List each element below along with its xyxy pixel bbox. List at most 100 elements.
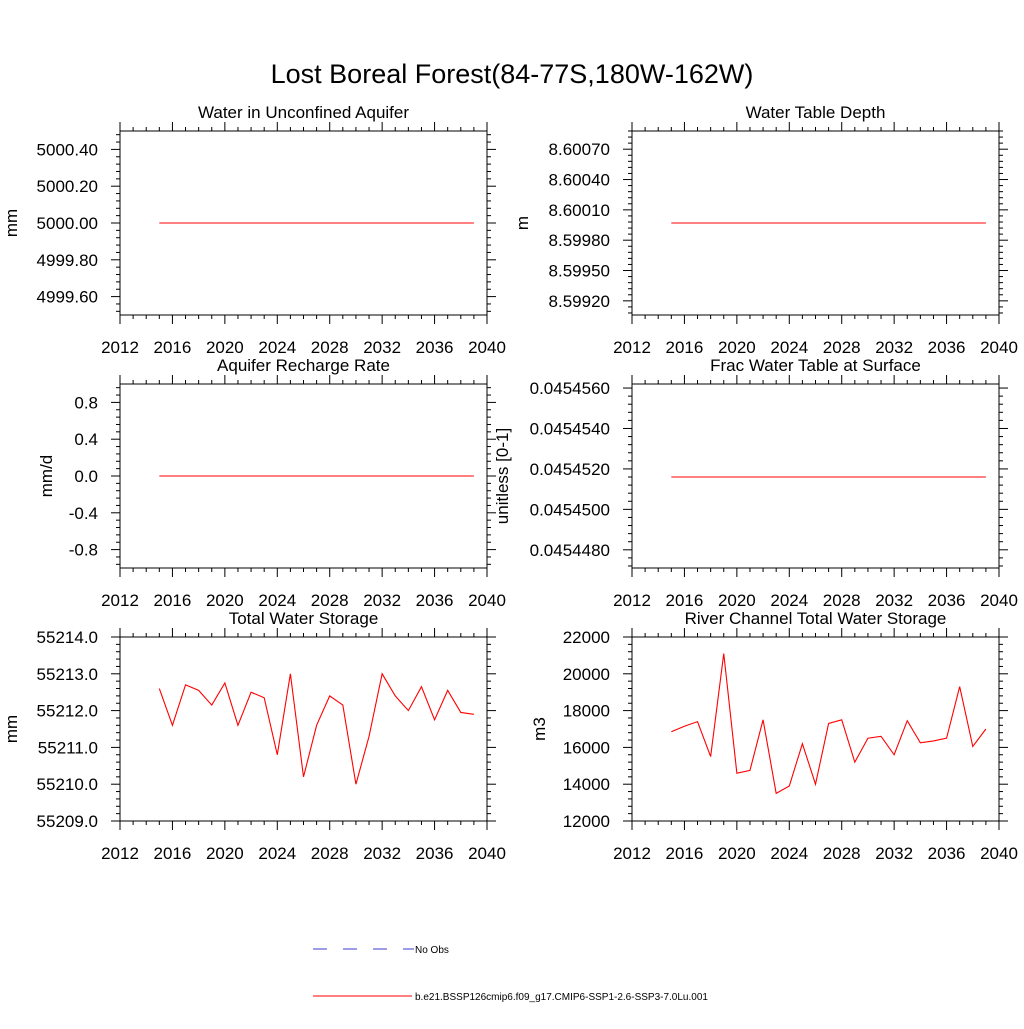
y-tick-label: 0.0454560 [530,379,610,398]
x-tick-label: 2032 [875,591,913,610]
x-tick-label: 2012 [613,591,651,610]
x-tick-label: 2036 [416,338,454,357]
x-tick-label: 2028 [823,338,861,357]
y-tick-label: 16000 [563,738,610,757]
y-tick-label: 5000.40 [37,140,98,159]
x-tick-label: 2020 [718,338,756,357]
y-axis-label: unitless [0-1] [493,428,512,524]
y-tick-label: -0.8 [69,541,98,560]
x-tick-label: 2028 [823,844,861,863]
y-tick-label: 0.4 [74,430,98,449]
x-tick-label: 2020 [206,591,244,610]
x-tick-label: 2028 [311,591,349,610]
x-tick-label: 2020 [206,338,244,357]
x-tick-label: 2036 [928,338,966,357]
x-tick-label: 2032 [363,338,401,357]
panel-4: Frac Water Table at Surface unitless [0-1… [493,356,1018,610]
x-tick-label: 2040 [980,844,1018,863]
x-tick-label: 2020 [718,591,756,610]
x-tick-label: 2024 [258,591,296,610]
x-tick-label: 2040 [468,844,506,863]
y-tick-label: 12000 [563,812,610,831]
y-tick-label: 8.60070 [549,140,610,159]
x-tick-label: 2016 [154,591,192,610]
x-tick-label: 2040 [980,338,1018,357]
x-tick-label: 2012 [101,338,139,357]
y-axis-label: mm [2,209,21,237]
legend: No Obs b.e21.BSSP126cmip6.f09_g17.CMIP6-… [313,945,708,1003]
y-tick-label: 8.60010 [549,201,610,220]
y-tick-label: 55210.0 [37,775,98,794]
x-tick-label: 2016 [154,844,192,863]
x-tick-label: 2028 [311,844,349,863]
x-tick-label: 2016 [154,338,192,357]
panel-1: Water in Unconfined Aquifer mm 2012 2016 202… [2,103,506,357]
x-tick-label: 2040 [468,591,506,610]
y-tick-label: 4999.80 [37,251,98,270]
panel-5: Total Water Storage mm 2012 2016 2020 2024 202… [2,609,506,863]
y-tick-label: 55212.0 [37,702,98,721]
x-tick-label: 2036 [416,844,454,863]
plot-frame [119,636,488,822]
figure-title: Lost Boreal Forest(84-77S,180W-162W) [271,59,754,89]
x-tick-label: 2028 [311,338,349,357]
x-tick-label: 2040 [468,338,506,357]
panel-title: Water in Unconfined Aquifer [198,103,409,122]
x-tick-label: 2012 [613,844,651,863]
x-tick-label: 2012 [101,591,139,610]
x-tick-label: 2032 [363,591,401,610]
x-tick-label: 2016 [666,338,704,357]
legend-model-label: b.e21.BSSP126cmip6.f09_g17.CMIP6-SSP1-2.… [415,992,708,1003]
panel-title: Aquifer Recharge Rate [217,356,390,375]
y-tick-label: 0.0 [74,467,98,486]
y-axis-label: m3 [530,717,549,741]
y-tick-label: 0.0454480 [530,541,610,560]
legend-obs-label: No Obs [415,945,449,956]
series-line [671,653,987,795]
y-tick-label: 20000 [563,665,610,684]
y-tick-label: -0.4 [69,504,98,523]
x-tick-label: 2024 [258,338,296,357]
x-tick-label: 2036 [416,591,454,610]
y-tick-label: 55209.0 [37,812,98,831]
y-tick-label: 5000.20 [37,177,98,196]
x-tick-label: 2024 [770,591,808,610]
x-tick-label: 2012 [613,338,651,357]
panel-3: Aquifer Recharge Rate mm/d 2012 2016 2020 202… [37,356,506,610]
y-tick-label: 0.8 [74,393,98,412]
y-axis-label: mm [2,715,21,743]
y-tick-label: 8.60040 [549,171,610,190]
x-tick-label: 2032 [875,338,913,357]
panel-title: Total Water Storage [229,609,379,628]
panel-title: Water Table Depth [746,103,886,122]
y-tick-label: 8.59950 [549,262,610,281]
y-tick-label: 8.59980 [549,231,610,250]
y-tick-label: 5000.00 [37,214,98,233]
y-tick-label: 55213.0 [37,665,98,684]
y-tick-label: 18000 [563,702,610,721]
x-tick-label: 2016 [666,844,704,863]
x-tick-label: 2024 [770,338,808,357]
panels: Water in Unconfined Aquifer mm 2012 2016 202… [2,103,1018,863]
y-tick-label: 4999.60 [37,288,98,307]
x-tick-label: 2036 [928,844,966,863]
x-tick-label: 2024 [770,844,808,863]
panel-title: Frac Water Table at Surface [710,356,921,375]
y-tick-label: 0.0454540 [530,419,610,438]
y-tick-label: 0.0454520 [530,460,610,479]
x-tick-label: 2020 [718,844,756,863]
x-tick-label: 2016 [666,591,704,610]
x-tick-label: 2028 [823,591,861,610]
y-tick-label: 8.59920 [549,292,610,311]
x-tick-label: 2032 [875,844,913,863]
x-tick-label: 2032 [363,844,401,863]
plot-frame [631,383,1000,569]
y-axis-label: m [513,216,532,230]
y-tick-label: 0.0454500 [530,500,610,519]
plot-frame [631,636,1000,822]
x-tick-label: 2020 [206,844,244,863]
y-tick-label: 55211.0 [38,738,98,757]
x-tick-label: 2036 [928,591,966,610]
